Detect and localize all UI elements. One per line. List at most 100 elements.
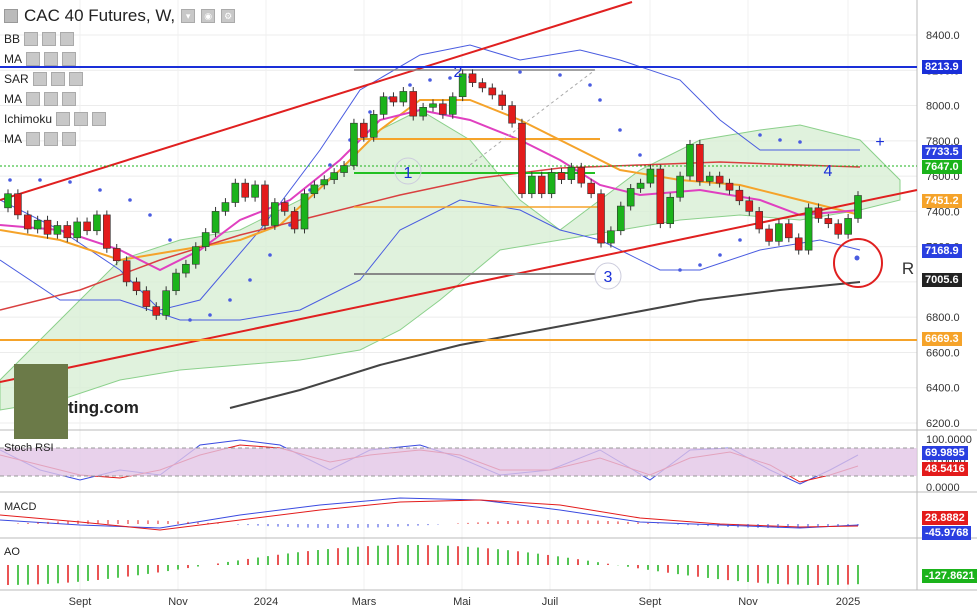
watermark: ting.com — [68, 398, 139, 417]
indicator-label: SAR — [4, 72, 29, 86]
annotation-label: 2 — [454, 64, 463, 81]
candle-body — [251, 184, 259, 198]
candle-body — [43, 219, 52, 235]
candle-body — [122, 260, 131, 283]
sar-dot — [558, 73, 562, 77]
sar-dot — [598, 98, 602, 102]
annotation-circle — [394, 157, 422, 185]
sar-dot — [128, 198, 132, 202]
candle-body — [458, 73, 467, 98]
close-icon[interactable] — [62, 92, 76, 106]
candle-body — [666, 196, 675, 225]
indicator-label: BB — [4, 32, 21, 46]
eye-icon[interactable] — [24, 32, 39, 46]
annotations: 1 2 3 4 R + — [394, 64, 914, 290]
candle-body — [201, 232, 210, 247]
x-tick-label: Juil — [542, 596, 559, 608]
candle-body — [103, 214, 111, 249]
candle-body — [567, 166, 576, 180]
indicator-ma[interactable]: MA — [4, 52, 76, 66]
macd-signal — [0, 499, 859, 531]
candle-body — [834, 223, 843, 235]
fib-line — [469, 69, 596, 166]
close-icon[interactable] — [60, 32, 75, 46]
candle-body — [715, 175, 724, 184]
indicator-ma[interactable]: MA — [4, 92, 76, 106]
x-tick-label: Nov — [168, 596, 188, 608]
candles — [4, 69, 862, 320]
candle-body — [429, 103, 437, 108]
candle-body — [241, 182, 250, 198]
price-tag: 28.8882 — [922, 511, 968, 525]
annotation-label: 1 — [404, 165, 413, 182]
candle-body — [775, 223, 783, 242]
dropdown-icon[interactable]: ▾ — [181, 9, 196, 23]
candle-body — [191, 246, 200, 265]
y-tick-label: 6600.0 — [926, 347, 960, 359]
settings-icon[interactable] — [74, 112, 89, 126]
sar-dot — [148, 213, 152, 217]
eye-icon[interactable] — [32, 72, 47, 86]
candle-body — [172, 272, 180, 292]
ao-label: AO — [4, 546, 20, 558]
crosshair-icon: + — [875, 134, 884, 151]
annotation-label: 4 — [824, 163, 833, 180]
candle-body — [389, 96, 398, 103]
price-tag: 7451.2 — [922, 194, 962, 209]
sar-dot — [268, 253, 272, 257]
stoch-label: Stoch RSI — [4, 442, 54, 454]
eye-icon[interactable] — [56, 112, 71, 126]
bear-logo-image — [14, 364, 68, 439]
ma-red — [0, 161, 861, 311]
indicator-bb[interactable]: BB — [4, 32, 75, 46]
settings-icon[interactable] — [42, 32, 57, 46]
stoch-tick-label: 100.0000 — [926, 434, 972, 446]
candle-body — [676, 175, 684, 198]
eye-icon[interactable] — [26, 132, 40, 146]
price-tag: 7733.5 — [922, 144, 962, 159]
settings-icon[interactable]: ⚙ — [221, 9, 236, 23]
close-icon[interactable] — [68, 72, 83, 86]
candle-body — [607, 230, 615, 244]
sar-dot — [448, 76, 452, 80]
annotation-label: R — [902, 259, 914, 278]
candle-body — [280, 202, 289, 212]
price-tag: 7005.6 — [922, 272, 962, 287]
trendline-lower — [0, 189, 918, 383]
candle-body — [53, 225, 62, 235]
settings-icon[interactable] — [44, 52, 58, 66]
indicator-ichimoku[interactable]: Ichimoku — [4, 112, 107, 126]
candle-body — [399, 91, 408, 103]
sar-dot — [778, 138, 782, 142]
candle-body — [369, 114, 378, 138]
candle-body — [735, 189, 744, 202]
sar-dot — [428, 78, 432, 82]
settings-icon[interactable] — [44, 92, 58, 106]
settings-icon[interactable] — [50, 72, 65, 86]
candle-body — [379, 96, 388, 115]
close-icon[interactable] — [62, 52, 76, 66]
y-tick-label: 6200.0 — [926, 418, 960, 430]
candle-body — [162, 290, 170, 316]
candle-body — [765, 228, 773, 242]
sar-dot — [208, 313, 212, 317]
candle-body — [350, 122, 358, 166]
close-icon[interactable] — [62, 132, 76, 146]
candle-body — [785, 223, 793, 239]
indicator-sar[interactable]: SAR — [4, 72, 83, 86]
candle-body — [33, 219, 42, 230]
candle-body — [448, 96, 457, 115]
sar-dot — [588, 83, 592, 87]
indicator-ma[interactable]: MA — [4, 132, 76, 146]
settings-icon[interactable] — [44, 132, 58, 146]
close-icon[interactable] — [92, 112, 107, 126]
sar-dot — [698, 263, 702, 267]
y-tick-label: 8000.0 — [926, 101, 960, 113]
candle-body — [518, 122, 526, 195]
collapse-icon[interactable] — [4, 9, 18, 23]
ichimoku-cloud-area — [0, 109, 901, 411]
eye-icon[interactable] — [26, 92, 40, 106]
eye-icon[interactable]: ◉ — [201, 9, 216, 23]
eye-icon[interactable] — [26, 52, 40, 66]
